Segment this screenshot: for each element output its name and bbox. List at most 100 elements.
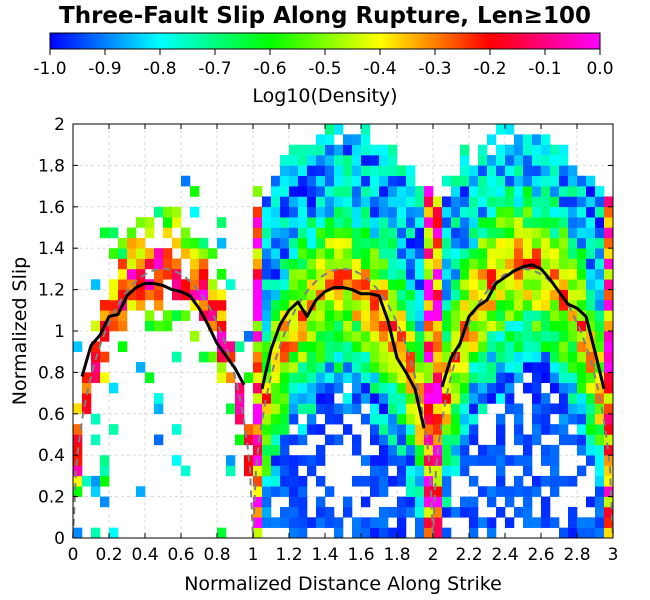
density-cell — [451, 237, 461, 249]
density-cell — [424, 372, 434, 384]
density-cell — [298, 424, 308, 435]
density-cell — [595, 486, 605, 497]
density-cell — [586, 206, 596, 218]
density-cell — [577, 289, 587, 301]
density-cell — [298, 268, 308, 280]
density-cell — [334, 341, 344, 352]
density-cell — [379, 144, 389, 156]
density-cell — [379, 517, 389, 528]
density-cell — [496, 258, 506, 270]
density-cell — [577, 341, 587, 352]
density-cell — [595, 248, 605, 259]
density-cell — [442, 310, 452, 321]
density-cell — [208, 279, 218, 290]
density-cell — [361, 496, 371, 508]
density-cell — [280, 424, 290, 435]
density-cell — [532, 144, 542, 156]
density-cell — [253, 310, 263, 321]
density-cell — [199, 248, 209, 259]
density-cell — [280, 341, 290, 352]
density-cell — [487, 217, 497, 228]
density-cell — [136, 258, 146, 270]
density-cell — [514, 362, 524, 373]
density-cell — [388, 362, 398, 373]
density-cell — [82, 372, 92, 384]
density-cell — [262, 517, 272, 528]
density-cell — [460, 341, 470, 352]
density-cell — [262, 227, 272, 239]
density-cell — [406, 465, 416, 477]
density-cell — [388, 424, 398, 435]
density-cell — [253, 475, 263, 487]
density-cell — [388, 310, 398, 321]
density-cell — [595, 517, 605, 528]
density-cell — [460, 217, 470, 228]
density-cell — [505, 165, 515, 177]
density-cell — [397, 258, 407, 270]
density-cell — [361, 217, 371, 228]
density-cell — [496, 279, 506, 290]
density-cell — [541, 279, 551, 290]
density-cell — [604, 362, 614, 373]
density-cell — [433, 527, 443, 539]
density-cell — [460, 362, 470, 373]
density-cell — [352, 175, 362, 187]
density-cell — [397, 382, 407, 394]
density-cell — [442, 299, 452, 311]
density-cell — [541, 206, 551, 218]
density-cell — [406, 393, 416, 404]
density-cell — [460, 331, 470, 342]
density-cell — [559, 299, 569, 311]
density-cell — [397, 331, 407, 342]
density-cell — [496, 268, 506, 280]
density-cell — [397, 186, 407, 197]
density-cell — [370, 465, 380, 477]
density-cell — [181, 175, 191, 187]
density-cell — [469, 372, 479, 384]
density-cell — [406, 413, 416, 425]
density-cell — [586, 248, 596, 259]
density-cell — [352, 248, 362, 259]
density-cell — [406, 227, 416, 239]
density-cell — [514, 237, 524, 249]
density-cell — [604, 310, 614, 321]
density-cell — [595, 320, 605, 332]
density-cell — [415, 217, 425, 228]
density-cell — [307, 175, 317, 187]
colorbar-ticks: -1.0 -0.9 -0.8 -0.7 -0.6 -0.5 -0.4 -0.3 -0.2 -0.1… — [33, 49, 614, 79]
density-cell — [487, 258, 497, 270]
density-cell — [217, 310, 227, 321]
x-tick-label: 2.4 — [491, 545, 518, 565]
density-cell — [298, 227, 308, 239]
density-cell — [460, 382, 470, 394]
density-cell — [271, 444, 281, 456]
density-cell — [190, 331, 200, 342]
density-cell — [379, 372, 389, 384]
density-cell — [235, 403, 245, 415]
density-cell — [550, 517, 560, 528]
density-cell — [271, 217, 281, 228]
density-cell — [559, 403, 569, 415]
density-cell — [370, 351, 380, 363]
density-cell — [559, 268, 569, 280]
density-cell — [433, 496, 443, 508]
density-cell — [397, 444, 407, 456]
density-cell — [433, 465, 443, 477]
density-cell — [316, 258, 326, 270]
density-cell — [541, 165, 551, 177]
density-cell — [217, 341, 227, 352]
density-cell — [424, 206, 434, 218]
density-cell — [352, 331, 362, 342]
density-cell — [370, 341, 380, 352]
density-cell — [379, 434, 389, 446]
density-cell — [469, 217, 479, 228]
density-cell — [496, 393, 506, 404]
density-cell — [424, 217, 434, 228]
density-cell — [289, 403, 299, 415]
colorbar-tick-label: -0.6 — [253, 59, 286, 79]
density-cell — [415, 196, 425, 208]
density-cell — [586, 299, 596, 311]
density-cell — [415, 310, 425, 321]
density-cell — [334, 320, 344, 332]
density-cell — [523, 217, 533, 228]
